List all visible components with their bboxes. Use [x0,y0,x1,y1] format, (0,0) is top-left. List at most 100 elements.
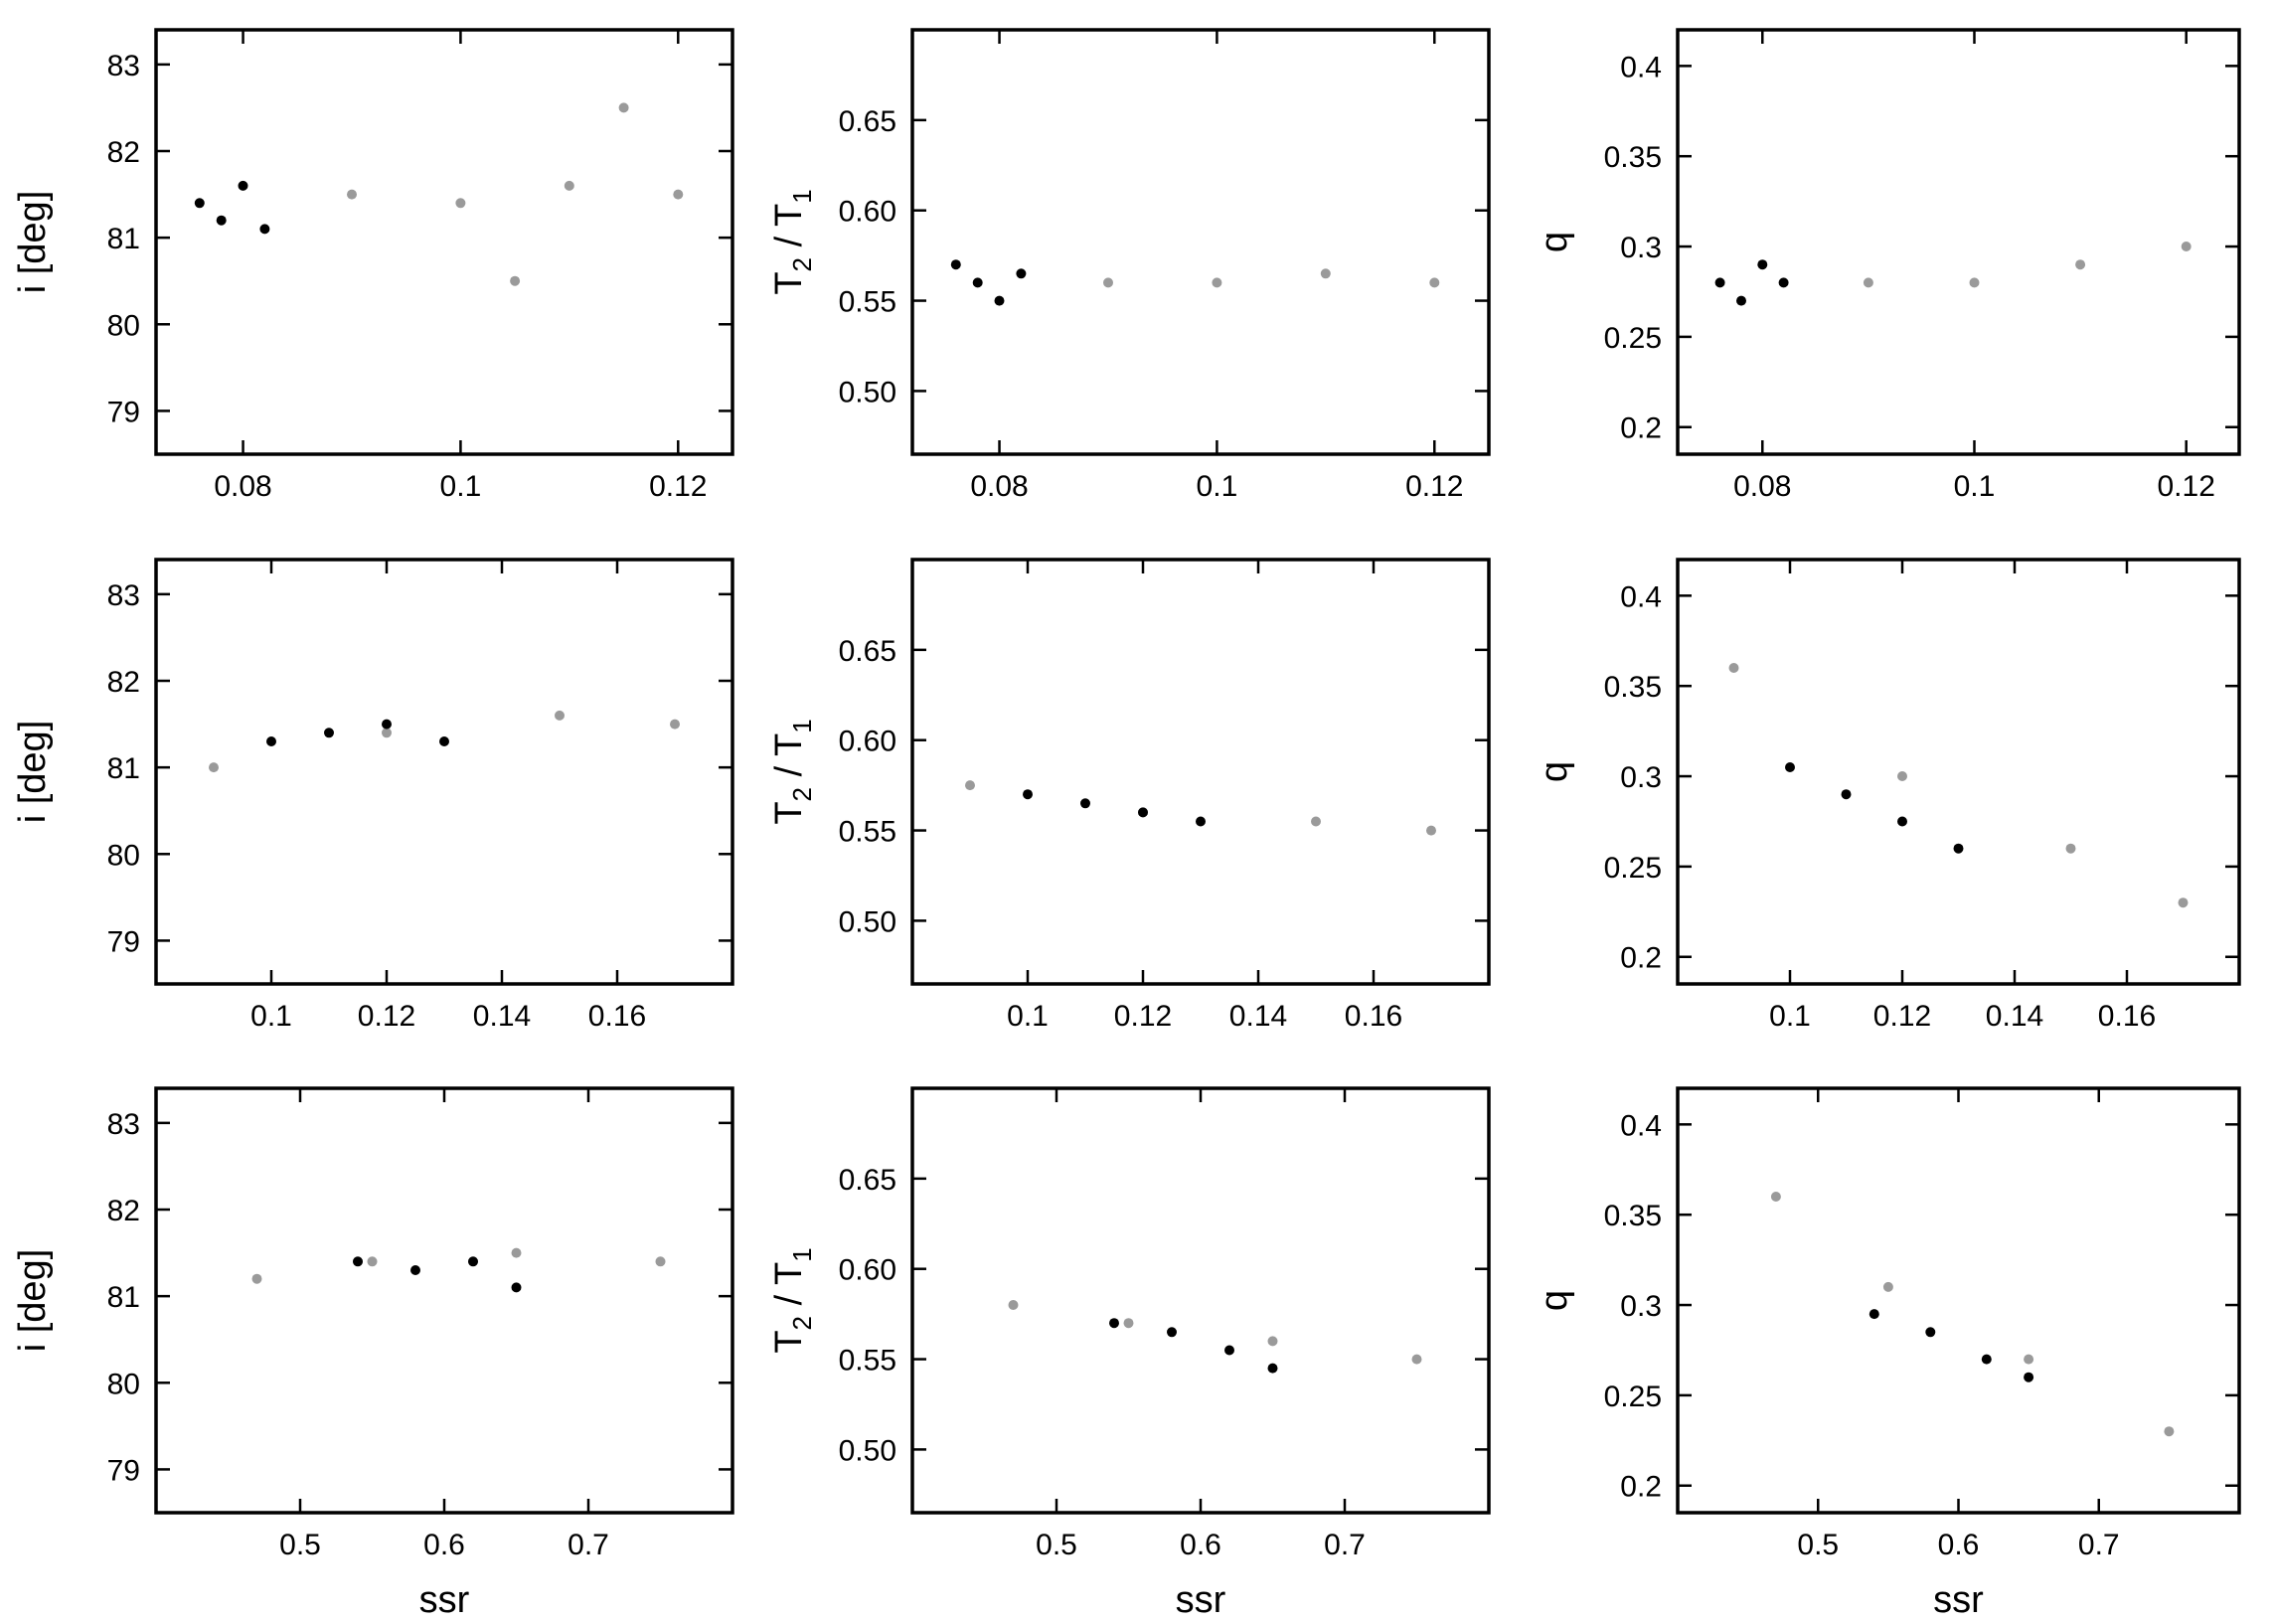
y-tick-label: 0.60 [839,196,896,229]
points-layer [950,259,1440,306]
plot-frame [1676,28,2241,456]
y-tick-label: 0.4 [1620,580,1662,613]
points-layer [209,710,680,773]
x-tick-label: 0.6 [423,1529,465,1561]
point-gray-2 [1320,268,1331,279]
point-gray-0 [1008,1300,1019,1310]
y-tick-label: 0.2 [1620,412,1662,445]
y-tick-label: 0.55 [839,1345,896,1378]
x-tick-label: 0.08 [1733,470,1791,503]
point-black-3 [439,736,449,746]
y-tick-label: 0.25 [1604,1380,1662,1413]
x-tick-label: 0.16 [2098,1000,2156,1033]
x-tick-label: 0.1 [1197,470,1238,503]
point-gray-1 [1969,277,1980,288]
points-layer [1770,1192,2175,1437]
y-tick-label: 0.35 [1604,671,1662,704]
plot-frame [910,28,1491,456]
point-black-2 [1897,816,1907,827]
point-black-1 [1080,798,1090,809]
y-tick-label: 81 [107,1281,140,1314]
point-black-3 [1953,843,1964,854]
point-gray-0 [1103,277,1113,288]
point-black-0 [1109,1318,1119,1329]
points-layer [194,102,684,286]
points-layer [965,780,1436,836]
y-tick-label: 0.2 [1620,942,1662,975]
y-tick-label: 0.35 [1604,141,1662,174]
x-tick-label: 0.14 [1229,1000,1287,1033]
panel-r0-c1: 0.08 0.1 0.12 0.50 0.55 0.60 0.65 T2 / T1 [768,28,1491,503]
y-tick-label: 81 [107,752,140,785]
x-tick-label: 0.12 [358,1000,415,1033]
y-tick-label: 79 [107,1454,140,1487]
y-axis-label: q [1534,1290,1575,1311]
point-gray-0 [1770,1192,1781,1202]
point-black-1 [1167,1327,1177,1338]
y-tick-label: 0.50 [839,1434,896,1467]
point-black-3 [1196,816,1206,827]
x-tick-label: 0.5 [1797,1529,1839,1561]
y-tick-label: 0.25 [1604,322,1662,355]
y-axis-label: i [deg] [12,721,54,824]
point-black-3 [1016,268,1027,279]
point-black-2 [1757,259,1768,270]
point-black-2 [382,719,392,730]
x-tick-label: 0.12 [1873,1000,1931,1033]
points-layer [251,1247,666,1293]
x-tick-label: 0.1 [1007,1000,1049,1033]
point-black-2 [1224,1345,1234,1356]
point-black-2 [994,295,1005,306]
y-tick-label: 0.4 [1620,1109,1662,1142]
point-gray-3 [1426,825,1436,836]
y-axis-label: T2 / T1 [768,189,817,294]
points-layer [1714,242,2192,306]
x-axis-label: ssr [419,1579,470,1621]
point-gray-1 [1123,1318,1134,1329]
x-tick-label: 0.12 [2158,470,2215,503]
y-tick-label: 0.3 [1620,761,1662,794]
panel-r1-c2: 0.1 0.12 0.14 0.16 0.2 0.25 0.3 0.35 0.4 q [1534,558,2241,1033]
point-black-0 [1714,277,1725,288]
x-tick-label: 0.14 [473,1000,531,1033]
y-axis-label: T2 / T1 [768,1247,817,1353]
point-gray-3 [2181,242,2192,251]
point-black-0 [194,198,205,209]
point-gray-3 [655,1256,666,1267]
y-axis-label: T2 / T1 [768,719,817,824]
y-tick-label: 0.55 [839,816,896,849]
point-black-2 [1138,807,1148,818]
panel-r2-c0: 0.5 0.6 0.7 79 80 81 82 83 i [deg] ssr [12,1086,734,1621]
x-tick-label: 0.5 [1036,1529,1077,1561]
point-gray-5 [618,102,629,113]
point-gray-3 [1429,277,1440,288]
point-gray-2 [2075,259,2086,270]
x-tick-label: 0.6 [1180,1529,1221,1561]
x-axis-label: ssr [1933,1579,1984,1621]
plot-frame [910,558,1491,986]
y-axis-label: i [deg] [12,191,54,294]
y-tick-label: 0.2 [1620,1471,1662,1504]
panel-r2-c1: 0.5 0.6 0.7 0.50 0.55 0.60 0.65 T2 / T1 ssr [768,1086,1491,1621]
point-black-3 [259,224,270,235]
x-tick-label: 0.14 [1986,1000,2043,1033]
panel-r0-c0: 0.08 0.1 0.12 79 80 81 82 83 i [deg] [12,28,734,503]
point-gray-4 [510,275,521,286]
x-tick-label: 0.12 [649,470,707,503]
y-tick-label: 82 [107,666,140,699]
panel-r2-c2: 0.5 0.6 0.7 0.2 0.25 0.3 0.35 0.4 q ssr [1534,1086,2241,1621]
point-gray-0 [209,762,219,773]
panel-r0-c2: 0.08 0.1 0.12 0.2 0.25 0.3 0.35 0.4 q [1534,28,2241,503]
point-gray-2 [1267,1336,1278,1347]
y-axis-label: q [1534,761,1575,782]
point-black-1 [972,277,983,288]
x-tick-label: 0.7 [2078,1529,2120,1561]
y-tick-label: 81 [107,223,140,255]
y-axis-label: q [1534,232,1575,252]
x-tick-label: 0.1 [440,470,482,503]
point-gray-1 [1897,771,1907,781]
y-tick-label: 83 [107,579,140,612]
y-tick-label: 83 [107,1108,140,1141]
plot-frame [1676,558,2241,986]
